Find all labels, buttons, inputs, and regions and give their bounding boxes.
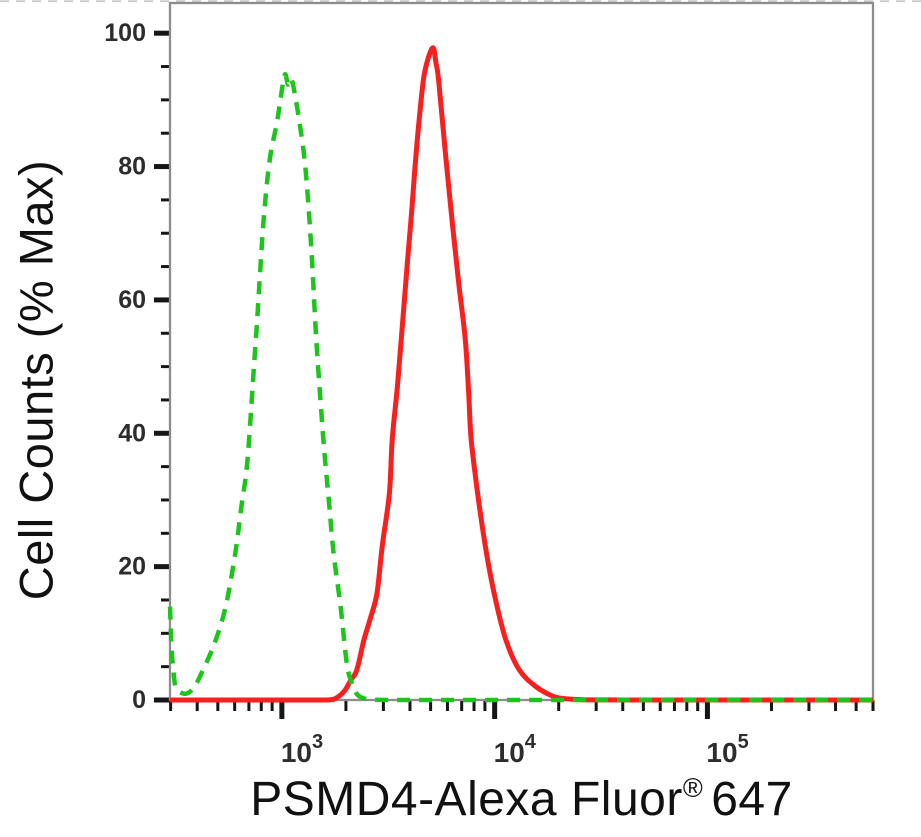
y-tick-label: 60 [118,286,146,314]
y-tick-label: 40 [118,419,146,447]
y-tick-label: 80 [118,153,146,181]
x-axis-title-main: PSMD4-Alexa Fluor [250,773,683,826]
red-solid-curve [170,45,873,703]
x-axis-title: PSMD4-Alexa Fluor® 647 [170,772,873,834]
y-tick-label: 100 [104,19,146,47]
green-dashed-curve [167,72,873,703]
registered-trademark-icon: ® [682,773,704,803]
x-tick-label: 105 [706,731,748,768]
plot-border [168,1,875,702]
x-tick-label: 104 [494,731,537,768]
x-tick-label: 103 [281,731,323,768]
x-axis-title-suffix: 647 [711,773,793,826]
y-tick-label: 0 [132,686,146,714]
y-axis-title: Cell Counts (% Max) [9,159,63,601]
y-tick-label: 20 [118,553,146,581]
